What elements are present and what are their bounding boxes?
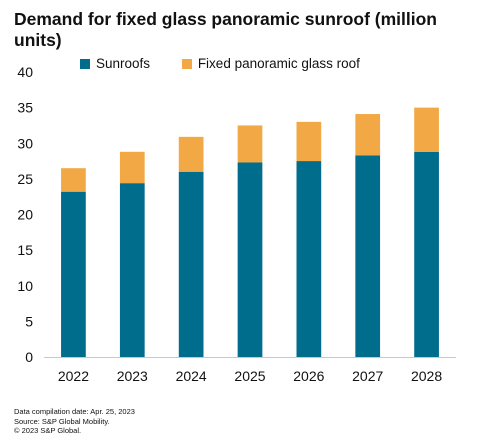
bar-fixed-panoramic-glass-roof <box>296 121 322 162</box>
y-tick-label: 5 <box>25 313 33 329</box>
footer-copyright: © 2023 S&P Global. <box>14 426 82 435</box>
legend-item-fixed-panoramic: Fixed panoramic glass roof <box>181 56 360 71</box>
legend-item-sunroofs: Sunroofs <box>80 56 150 71</box>
x-tick-label: 2024 <box>176 368 207 384</box>
y-tick-label: 25 <box>17 171 33 187</box>
x-tick-label: 2023 <box>117 368 148 384</box>
x-tick-label: 2022 <box>58 368 89 384</box>
legend-swatch-fixed-panoramic <box>181 58 192 69</box>
bar-fixed-panoramic-glass-roof <box>414 107 439 152</box>
chart-legend: Sunroofs Fixed panoramic glass roof <box>80 56 388 72</box>
y-tick-label: 40 <box>17 64 33 80</box>
chart-footer: Data compilation date: Apr. 25, 2023 Sou… <box>14 407 135 436</box>
y-tick-label: 30 <box>17 135 33 151</box>
bar-sunroofs <box>414 151 439 357</box>
footer-compilation-date: Data compilation date: Apr. 25, 2023 <box>14 407 135 416</box>
bar-sunroofs <box>237 162 263 357</box>
y-tick-label: 35 <box>17 100 33 116</box>
bar-sunroofs <box>119 183 145 357</box>
bar-fixed-panoramic-glass-roof <box>178 136 204 172</box>
bar-sunroofs <box>178 171 204 357</box>
footer-source: Source: S&P Global Mobility. <box>14 416 110 426</box>
chart-title: Demand for fixed glass panoramic sunroof… <box>14 9 437 50</box>
x-tick-label: 2026 <box>293 368 324 384</box>
bar-sunroofs <box>355 155 381 357</box>
y-tick-label: 10 <box>17 278 33 294</box>
x-tick-label: 2028 <box>411 368 442 384</box>
bar-fixed-panoramic-glass-roof <box>237 125 263 163</box>
legend-swatch-sunroofs <box>80 58 90 69</box>
legend-label-sunroofs: Sunroofs <box>96 56 151 71</box>
bar-sunroofs <box>296 161 322 357</box>
y-tick-label: 20 <box>17 207 33 223</box>
legend-label-fixed-panoramic: Fixed panoramic glass roof <box>197 56 360 71</box>
y-tick-label: 15 <box>17 242 33 258</box>
bar-fixed-panoramic-glass-roof <box>355 114 381 156</box>
x-tick-label: 2025 <box>234 368 265 384</box>
bar-sunroofs <box>61 191 86 357</box>
x-tick-label: 2027 <box>352 368 383 384</box>
bar-fixed-panoramic-glass-roof <box>119 151 145 184</box>
bar-fixed-panoramic-glass-roof <box>61 168 86 192</box>
y-tick-label: 0 <box>25 349 33 365</box>
